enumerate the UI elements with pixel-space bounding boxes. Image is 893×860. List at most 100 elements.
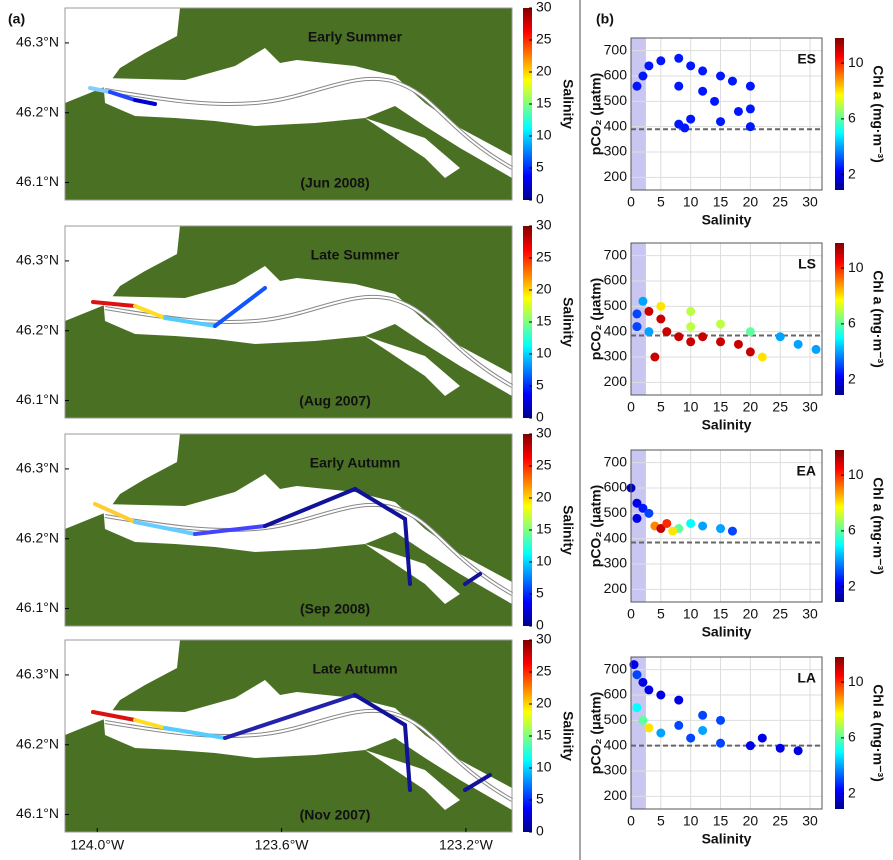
- y-tick-label: 46.1°N: [16, 391, 59, 407]
- cruise-track: [91, 300, 137, 308]
- data-point: [733, 339, 743, 349]
- data-point: [716, 524, 726, 534]
- data-point: [745, 347, 755, 357]
- y-tick-label: 46.1°N: [16, 173, 59, 189]
- colorbar-tick-label: 30: [536, 217, 552, 233]
- y-tick-label: 400: [604, 529, 628, 545]
- data-point: [680, 123, 690, 133]
- x-tick-label: 0: [627, 194, 635, 210]
- colorbar-tick-label: 20: [536, 63, 552, 79]
- data-point: [674, 695, 684, 705]
- colorbar-tick-label: 30: [536, 631, 552, 647]
- y-tick-label: 700: [604, 453, 628, 469]
- data-point: [698, 332, 708, 342]
- data-point: [745, 741, 755, 751]
- cruise-track: [91, 710, 137, 722]
- data-point: [745, 327, 755, 337]
- colorbar-tick-label: 10: [536, 345, 552, 361]
- data-point: [656, 728, 666, 738]
- x-tick-label: 0: [627, 813, 635, 829]
- map-subtitle: (Aug 2007): [299, 393, 371, 409]
- cruise-track: [213, 286, 267, 328]
- colorbar-tick-label: 25: [536, 249, 552, 265]
- colorbar-tick-label: 2: [848, 784, 856, 800]
- y-tick-label: 300: [604, 143, 628, 159]
- cruise-track: [133, 304, 167, 320]
- cruise-track: [463, 572, 482, 586]
- y-tick-label: 300: [604, 762, 628, 778]
- basemap: [63, 432, 514, 628]
- colorbar-tick-label: 2: [848, 165, 856, 181]
- x-tick-label: 0: [627, 606, 635, 622]
- colorbar-tick-label: 10: [536, 759, 552, 775]
- y-axis-label: pCO₂ (μatm): [588, 73, 604, 155]
- x-tick-label: 30: [802, 813, 818, 829]
- colorbar-tick-label: 10: [536, 127, 552, 143]
- x-tick-label: 15: [713, 813, 729, 829]
- data-point: [629, 660, 639, 670]
- data-point: [686, 114, 696, 124]
- colorbar-tick-label: 30: [536, 0, 552, 15]
- y-tick-label: 300: [604, 555, 628, 571]
- cruise-track: [133, 98, 157, 106]
- colorbar: [835, 657, 844, 809]
- x-tick-label: 25: [772, 813, 788, 829]
- data-point: [674, 332, 684, 342]
- data-point: [698, 86, 708, 96]
- shaded-region: [631, 450, 646, 602]
- map: [63, 432, 514, 628]
- y-tick-label: 500: [604, 504, 628, 520]
- colorbar-tick-label: 20: [536, 695, 552, 711]
- plot-frame: [630, 37, 823, 191]
- cruise-track: [263, 487, 357, 528]
- data-point: [775, 332, 785, 342]
- plot-title: LA: [797, 670, 816, 686]
- data-point: [632, 322, 642, 332]
- panel-label: (b): [596, 11, 614, 27]
- colorbar-tick-label: 30: [536, 425, 552, 441]
- data-point: [638, 503, 648, 513]
- data-point: [793, 746, 803, 756]
- colorbar-tick-label: 6: [848, 729, 856, 745]
- plot-frame: [630, 449, 823, 603]
- data-point: [793, 339, 803, 349]
- cruise-track: [88, 86, 112, 94]
- data-point: [632, 309, 642, 319]
- y-tick-label: 500: [604, 297, 628, 313]
- x-tick-label: 15: [713, 606, 729, 622]
- y-tick-label: 46.2°N: [16, 103, 59, 119]
- basemap: [63, 6, 514, 202]
- cruise-track: [223, 693, 357, 740]
- x-axis-label: Salinity: [702, 624, 752, 640]
- cruise-track: [133, 718, 167, 730]
- data-point: [632, 670, 642, 680]
- cruise-track: [108, 90, 137, 102]
- data-point: [668, 526, 678, 536]
- map-subtitle: (Sep 2008): [300, 601, 370, 617]
- data-point: [644, 685, 654, 695]
- x-tick-label: 30: [802, 399, 818, 415]
- y-tick-label: 46.2°N: [16, 529, 59, 545]
- colorbar-tick-label: 10: [536, 553, 552, 569]
- colorbar-tick-label: 6: [848, 315, 856, 331]
- colorbar: [523, 640, 532, 832]
- map-frame: [64, 433, 513, 627]
- plot-title: ES: [797, 51, 816, 67]
- x-tick-label: 20: [743, 399, 759, 415]
- data-point: [757, 352, 767, 362]
- colorbar-tick-label: 15: [536, 313, 552, 329]
- data-point: [686, 518, 696, 528]
- x-tick-label: 0: [627, 399, 635, 415]
- colorbar-tick-label: 0: [536, 191, 544, 207]
- x-tick-label: 5: [657, 813, 665, 829]
- cruise-track: [353, 693, 407, 727]
- colorbar-tick-label: 10: [848, 259, 864, 275]
- data-point: [632, 513, 642, 523]
- x-tick-label: 5: [657, 399, 665, 415]
- data-point: [811, 344, 821, 354]
- data-point: [727, 526, 737, 536]
- colorbar-label: Chl a (mg·m⁻³): [870, 684, 886, 782]
- y-tick-label: 46.1°N: [16, 805, 59, 821]
- colorbar: [523, 434, 532, 626]
